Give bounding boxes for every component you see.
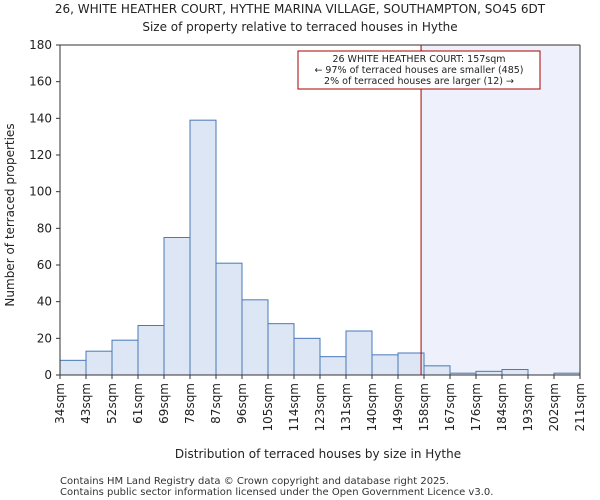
x-tick-label: 176sqm [469, 383, 483, 431]
bar-114sqm [293, 337, 321, 376]
chart-subtitle: Size of property relative to terraced ho… [142, 20, 457, 34]
highlight-region [421, 45, 580, 375]
bar-61sqm [137, 325, 165, 376]
x-tick-label: 43sqm [79, 383, 93, 424]
x-tick-label: 61sqm [131, 383, 145, 424]
annotation-line-3: 2% of terraced houses are larger (12) → [324, 76, 514, 87]
y-tick-label: 0 [44, 368, 52, 382]
bar-140sqm [371, 354, 399, 376]
footer-line-1: Contains HM Land Registry data © Crown c… [60, 476, 449, 487]
x-ticks: 34sqm 43sqm 52sqm 61sqm 69sqm 78sqm 87sqm 96sqm… [53, 375, 587, 431]
bar-184sqm [501, 369, 529, 376]
annotation-box: 26 WHITE HEATHER COURT: 157sqm ← 97% of … [297, 50, 541, 90]
x-tick-label: 167sqm [443, 383, 457, 431]
x-tick-label: 78sqm [183, 383, 197, 424]
x-tick-label: 158sqm [417, 383, 431, 431]
x-tick-label: 96sqm [235, 383, 249, 424]
bar-96sqm [241, 299, 269, 376]
y-tick-label: 160 [29, 75, 52, 89]
bar-149sqm [397, 352, 425, 376]
y-tick-label: 120 [29, 148, 52, 162]
footer-line-2: Contains public sector information licen… [60, 487, 493, 498]
x-axis-label: Distribution of terraced houses by size … [175, 447, 461, 461]
x-tick-label: 131sqm [339, 383, 353, 431]
y-tick-label: 80 [37, 221, 52, 235]
y-tick-label: 60 [37, 258, 52, 272]
x-tick-label: 34sqm [53, 383, 67, 424]
y-tick-label: 20 [37, 331, 52, 345]
x-tick-label: 202sqm [547, 383, 561, 431]
y-tick-label: 180 [29, 38, 52, 52]
bar-52sqm [111, 339, 139, 376]
x-tick-label: 52sqm [105, 383, 119, 424]
annotation-border [297, 50, 541, 90]
bar-43sqm [85, 350, 113, 376]
bar-87sqm [215, 262, 243, 376]
bar-176sqm [475, 370, 503, 376]
x-tick-label: 211sqm [573, 383, 587, 431]
bar-158sqm [423, 365, 451, 376]
x-tick-label: 123sqm [313, 383, 327, 431]
bar-78sqm [189, 119, 217, 376]
x-tick-label: 193sqm [521, 383, 535, 431]
bar-34sqm [59, 359, 87, 376]
chart-title: 26, WHITE HEATHER COURT, HYTHE MARINA VI… [55, 2, 546, 16]
y-tick-label: 100 [29, 185, 52, 199]
x-tick-label: 87sqm [209, 383, 223, 424]
x-tick-label: 149sqm [391, 383, 405, 431]
y-tick-label: 40 [37, 295, 52, 309]
annotation-line-2: ← 97% of terraced houses are smaller (48… [314, 65, 523, 76]
y-ticks: 0 20 40 60 80 100 120 140 160 180 [29, 38, 60, 382]
bar-123sqm [319, 356, 347, 376]
y-tick-label: 140 [29, 111, 52, 125]
x-tick-label: 114sqm [287, 383, 301, 431]
x-tick-label: 140sqm [365, 383, 379, 431]
bars-group [59, 119, 581, 376]
bar-105sqm [267, 323, 295, 376]
x-tick-label: 184sqm [495, 383, 509, 431]
x-tick-label: 105sqm [261, 383, 275, 431]
bar-131sqm [345, 330, 373, 376]
bar-69sqm [163, 237, 191, 376]
annotation-line-1: 26 WHITE HEATHER COURT: 157sqm [332, 54, 505, 65]
y-axis-label: Number of terraced properties [3, 123, 17, 306]
x-tick-label: 69sqm [157, 383, 171, 424]
